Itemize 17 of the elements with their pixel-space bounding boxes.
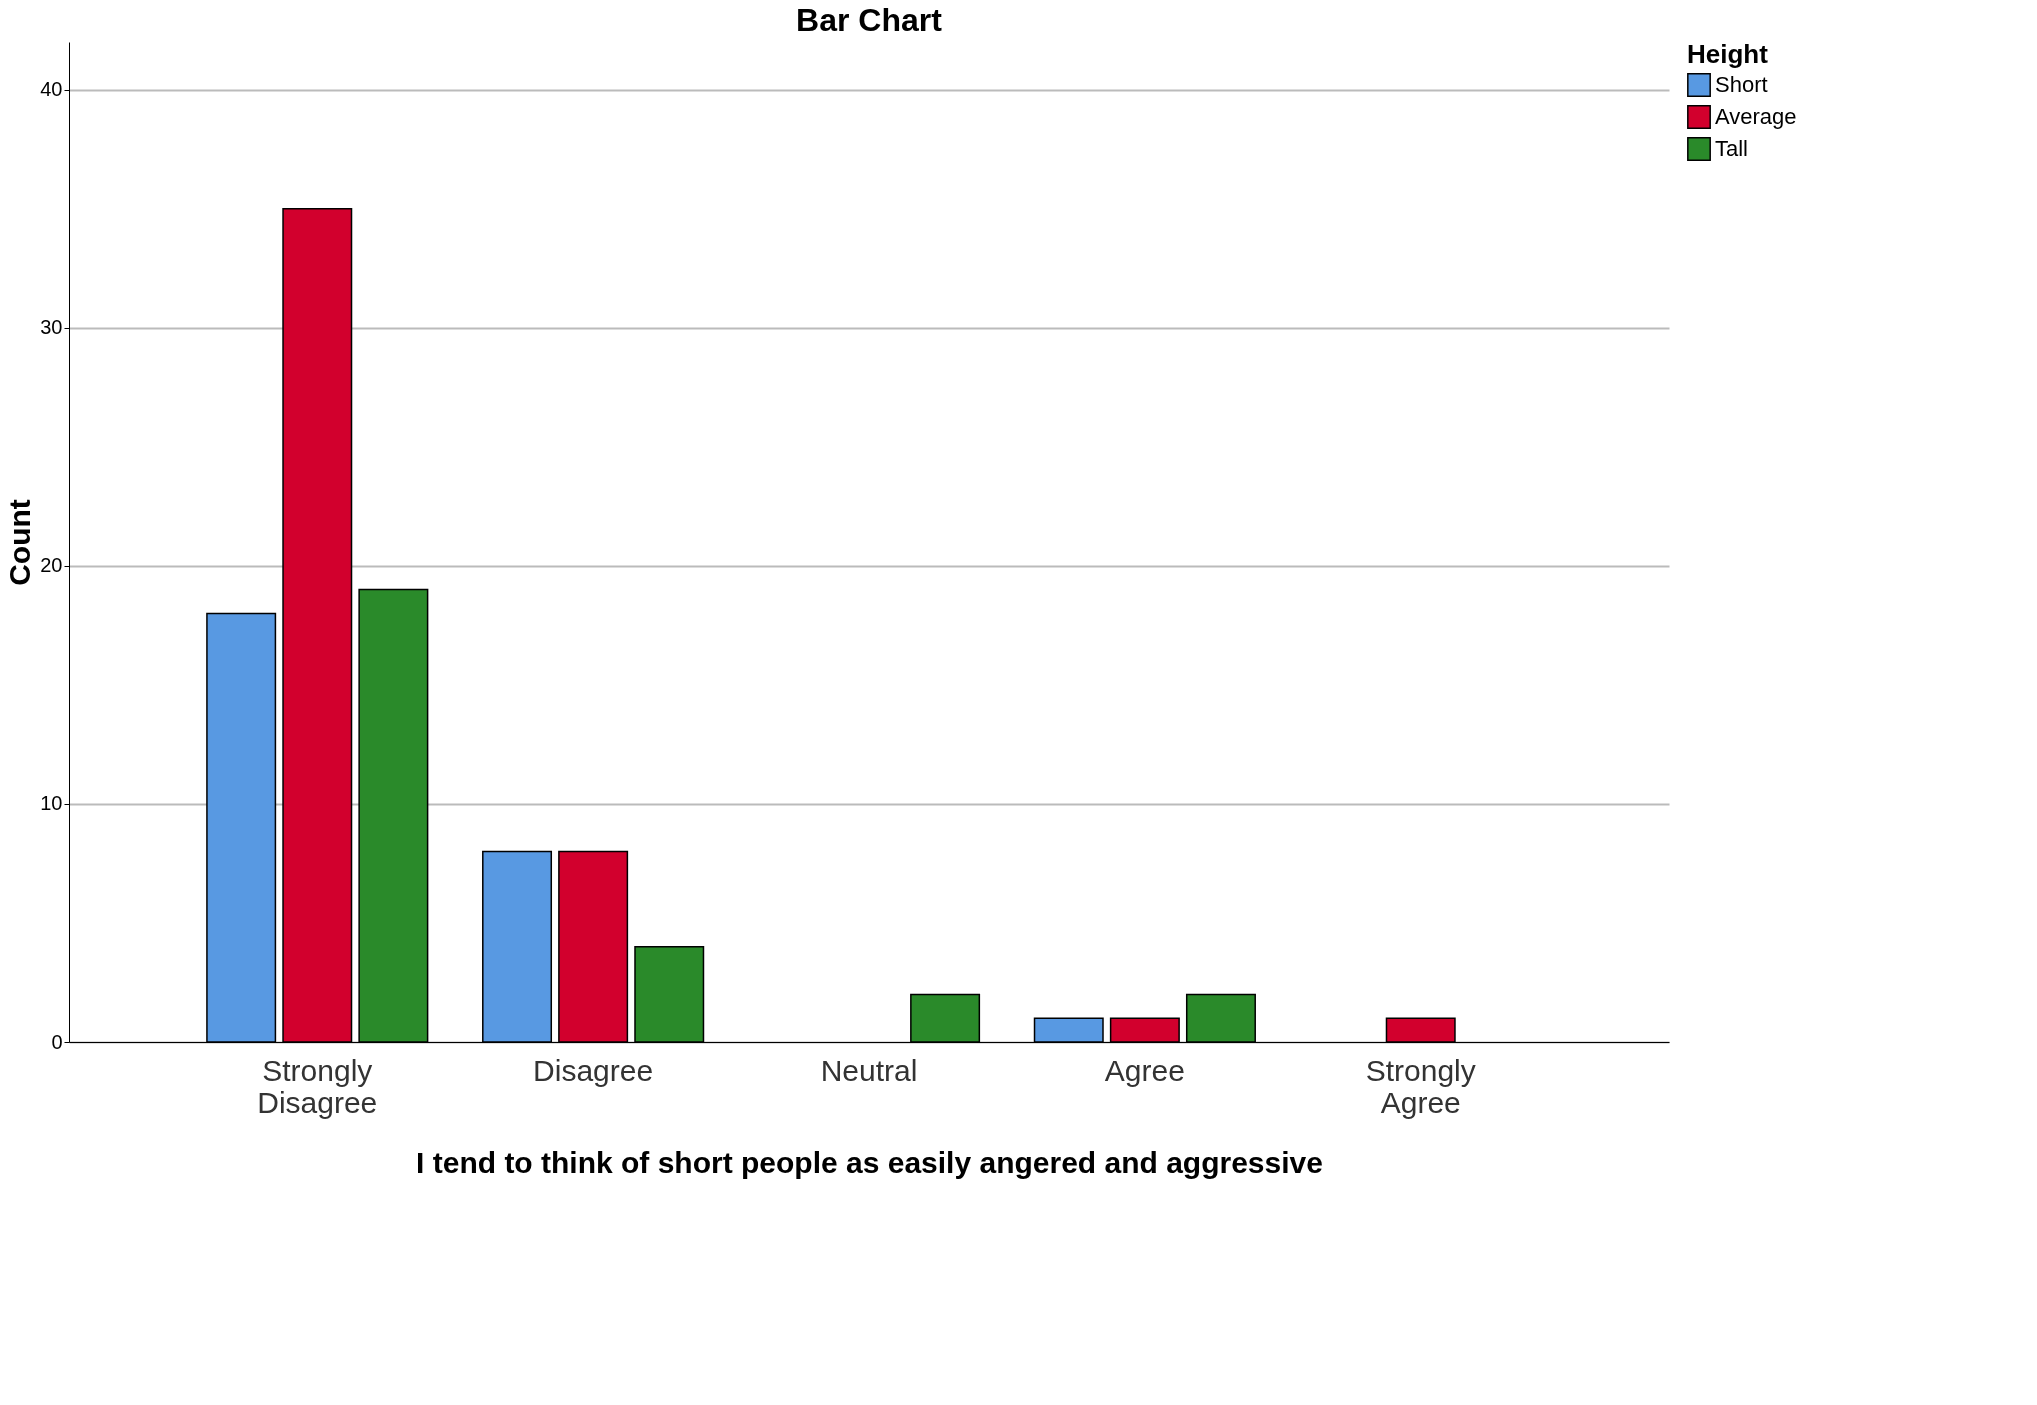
legend-title: Height (1687, 39, 1769, 69)
chart-title: Bar Chart (796, 2, 943, 38)
x-tick-label: Disagree (533, 1053, 654, 1087)
x-tick-label: Strongly Agree (1365, 1053, 1476, 1119)
y-tick-label: 30 (40, 316, 63, 339)
y-tick-label: 0 (51, 1030, 63, 1053)
x-tick-label: Neutral (820, 1053, 918, 1087)
y-axis-title: Count (3, 499, 37, 586)
x-tick-label: Agree (1104, 1053, 1185, 1087)
y-tick-label: 10 (40, 792, 63, 815)
x-tick-label: Strongly Disagree (257, 1053, 378, 1119)
legend-label: Tall (1715, 136, 1749, 161)
legend-label: Average (1715, 104, 1797, 129)
y-tick-label: 20 (40, 554, 63, 577)
legend-label: Short (1715, 72, 1768, 97)
x-axis-title: I tend to think of short people as easily angered and aggressive (416, 1145, 1323, 1179)
y-tick-label: 40 (40, 78, 63, 101)
